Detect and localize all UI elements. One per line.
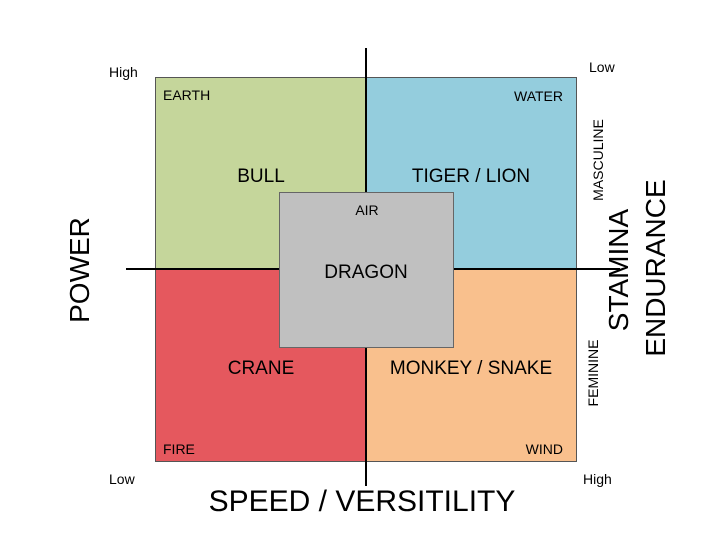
stamina-title: STAMINA: [603, 208, 634, 332]
center-box-air: [279, 192, 454, 348]
corner-high-bottom-right: High: [583, 471, 612, 487]
animal-crane: CRANE: [227, 358, 295, 379]
element-wind: WIND: [525, 441, 563, 457]
element-air: AIR: [355, 202, 379, 218]
corner-low-bottom-left: Low: [109, 471, 135, 487]
x-axis-title: SPEED / VERSITILITY: [208, 485, 516, 518]
animal-monkey-snake: MONKEY / SNAKE: [389, 358, 553, 379]
element-water: WATER: [514, 88, 563, 104]
masculine-label: MASCULINE: [590, 119, 606, 201]
element-earth: EARTH: [163, 87, 211, 103]
animal-dragon: DRAGON: [324, 262, 408, 283]
animal-tiger-lion: TIGER / LION: [411, 166, 531, 187]
corner-high-top-left: High: [109, 64, 138, 80]
y-axis-title: POWER: [64, 217, 95, 323]
element-fire: FIRE: [163, 441, 195, 457]
corner-low-top-right: Low: [589, 59, 615, 75]
endurance-title: ENDURANCE: [640, 179, 671, 357]
animal-bull: BULL: [237, 166, 285, 187]
feminine-label: FEMININE: [585, 339, 601, 407]
